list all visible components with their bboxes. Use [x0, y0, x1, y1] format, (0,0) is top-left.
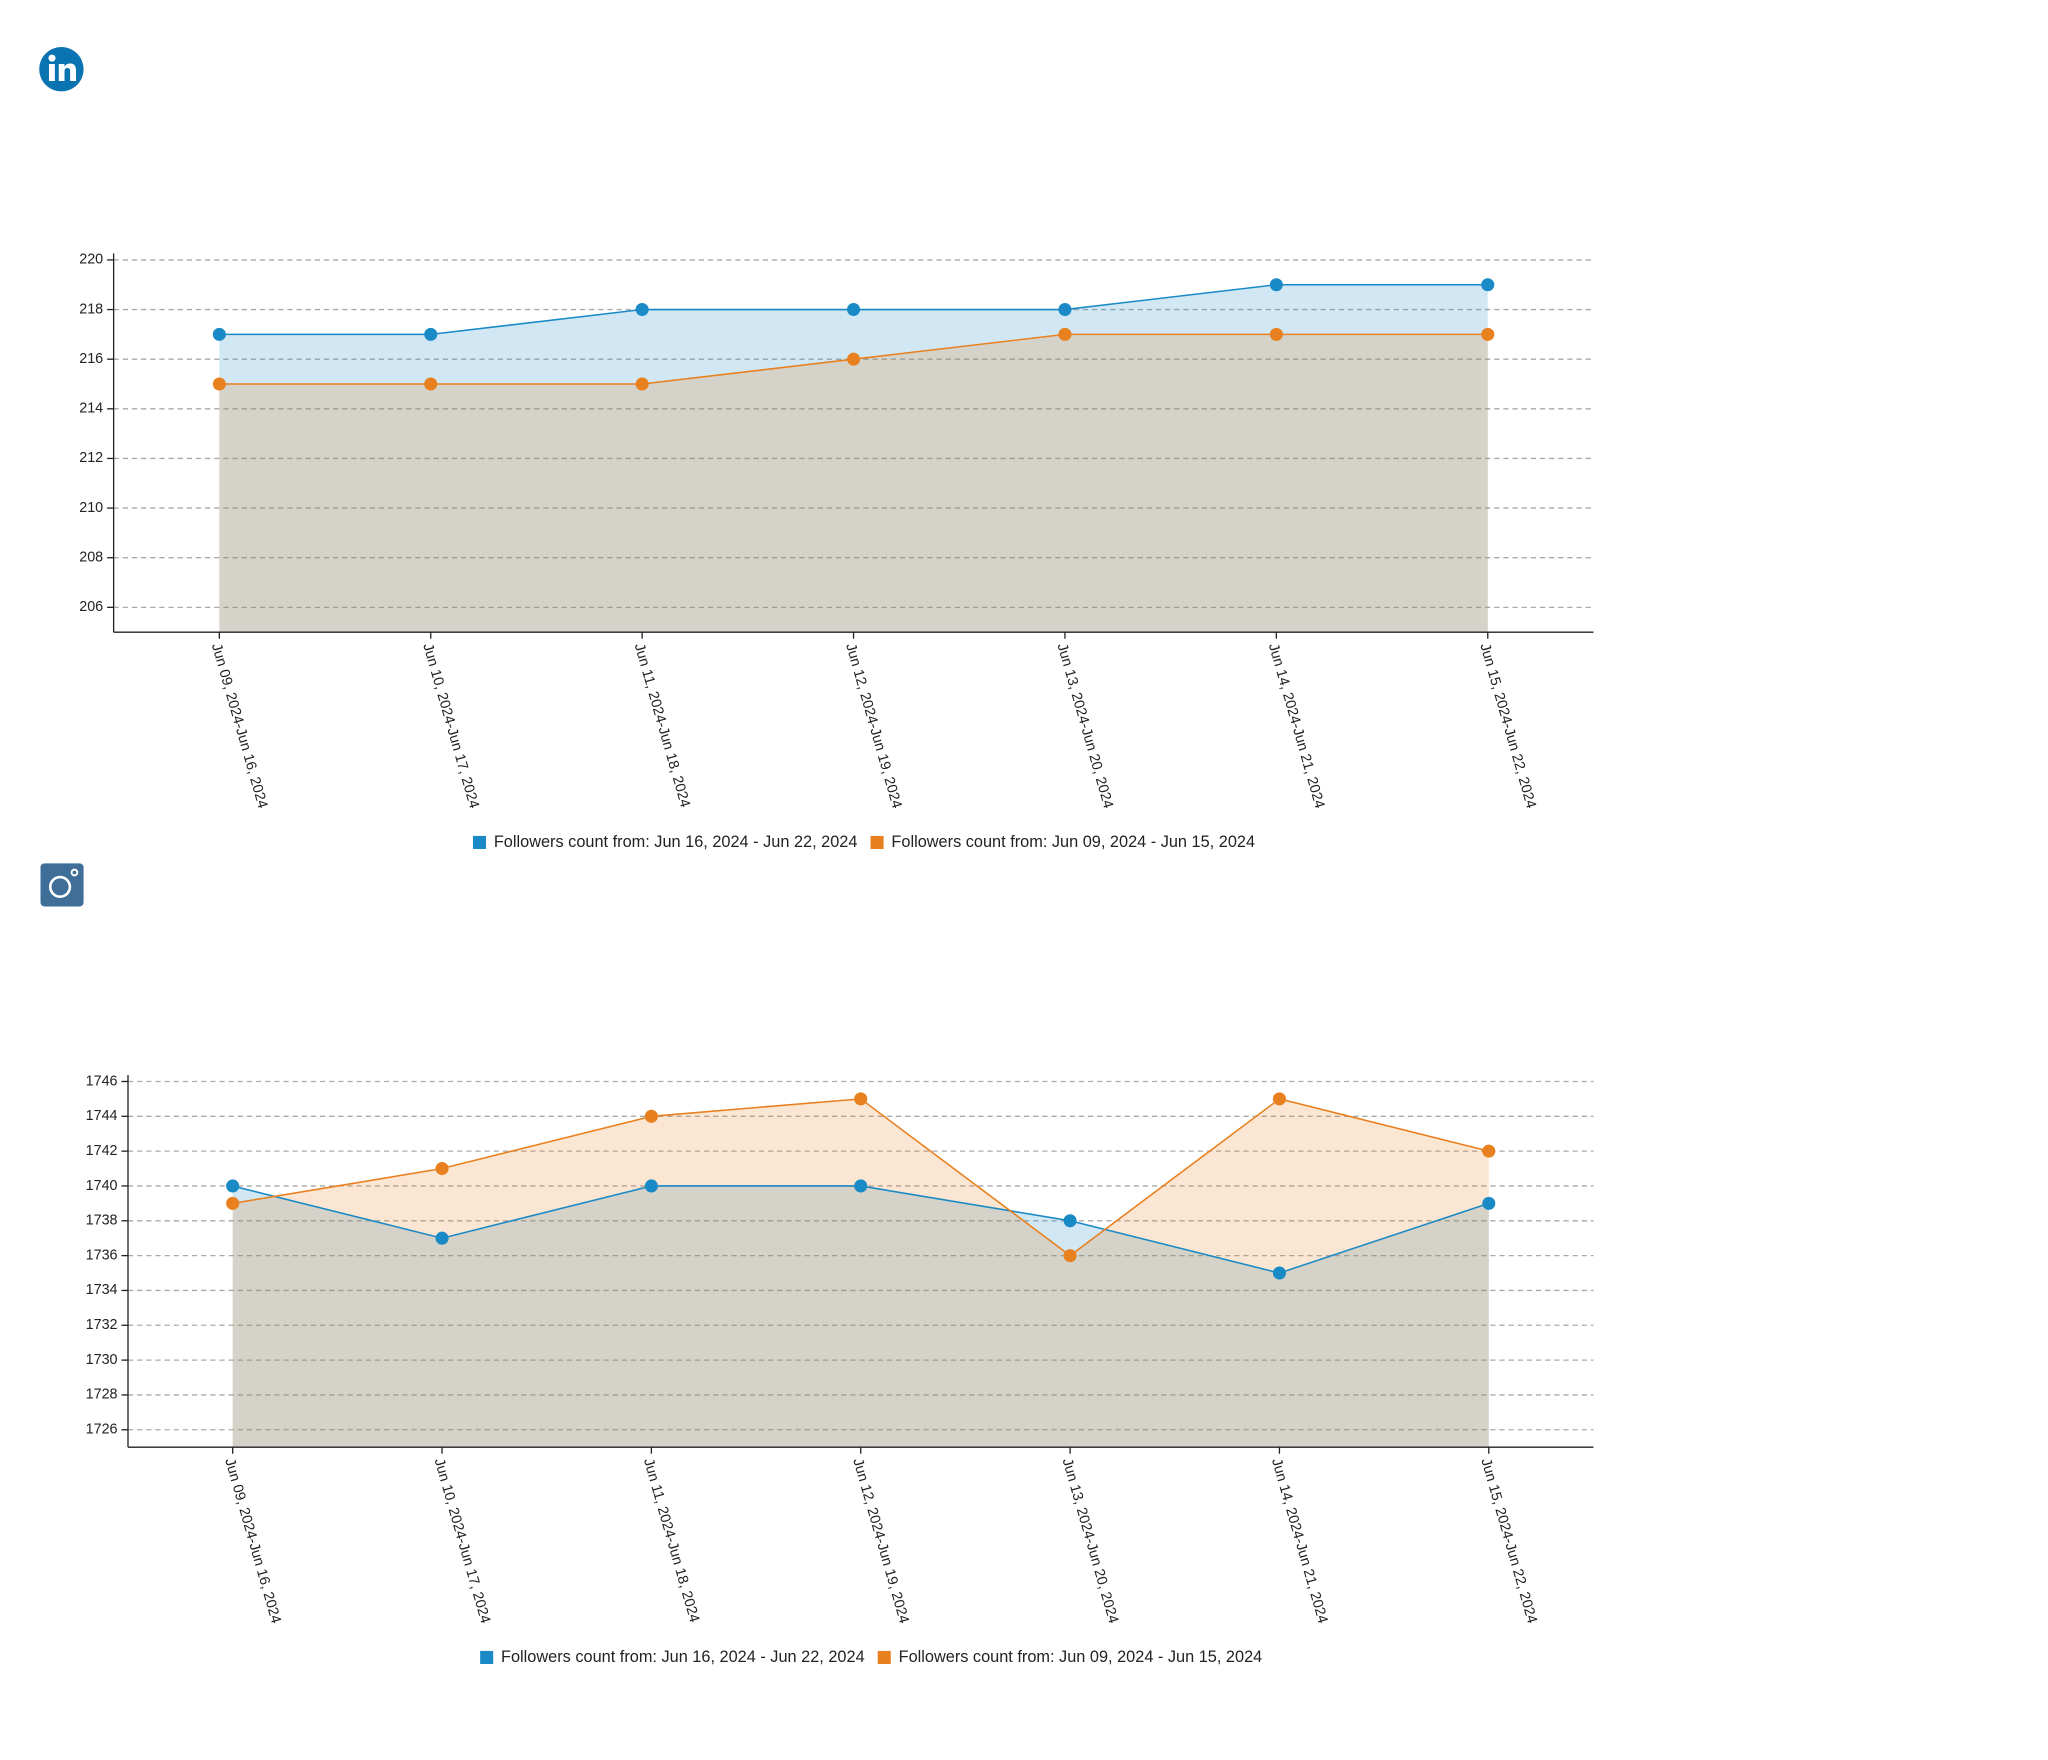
- legend-label: Followers count from: Jun 09, 2024 - Jun…: [891, 833, 1255, 851]
- y-tick-label: 1746: [86, 1073, 118, 1089]
- x-tick-label: Jun 11, 2024-Jun 18, 2024: [640, 1457, 702, 1625]
- y-tick-label: 216: [79, 351, 103, 367]
- x-tick-label: Jun 14, 2024-Jun 21, 2024: [1265, 642, 1327, 811]
- point: [1272, 1266, 1286, 1280]
- x-tick-label: Jun 10, 2024-Jun 17, 2024: [431, 1457, 493, 1626]
- x-tick-label: Jun 11, 2024-Jun 18, 2024: [631, 642, 693, 810]
- area: [219, 284, 1488, 633]
- point: [854, 1179, 868, 1193]
- y-tick-label: 220: [79, 252, 103, 268]
- point: [1481, 327, 1495, 341]
- y-tick-label: 1732: [86, 1317, 118, 1333]
- point: [1482, 1196, 1496, 1210]
- y-tick-label: 1734: [86, 1282, 118, 1298]
- y-tick-label: 1744: [86, 1108, 118, 1124]
- x-tick-label: Jun 09, 2024-Jun 16, 2024: [208, 642, 270, 811]
- y-tick-label: 218: [79, 301, 103, 317]
- point: [1063, 1214, 1077, 1228]
- y-tick-label: 1736: [86, 1247, 118, 1263]
- point: [424, 327, 438, 341]
- x-tick-label: Jun 15, 2024-Jun 22, 2024: [1476, 642, 1538, 811]
- y-tick-label: 206: [79, 599, 103, 615]
- legend-item: Followers count from: Jun 09, 2024 - Jun…: [877, 1648, 1263, 1666]
- point: [1272, 1092, 1286, 1106]
- point: [1063, 1249, 1077, 1263]
- legend-swatch: [877, 1650, 891, 1664]
- point: [854, 1092, 868, 1106]
- point: [1058, 303, 1072, 317]
- point: [635, 303, 649, 317]
- y-tick-label: 1726: [86, 1422, 118, 1438]
- y-tick-label: 1742: [86, 1143, 118, 1159]
- point: [1269, 327, 1283, 341]
- x-tick-label: Jun 15, 2024-Jun 22, 2024: [1477, 1457, 1539, 1626]
- legend-label: Followers count from: Jun 09, 2024 - Jun…: [899, 1648, 1263, 1666]
- point: [1482, 1144, 1496, 1158]
- legend-swatch: [480, 1650, 494, 1664]
- y-tick-label: 214: [79, 401, 103, 417]
- point: [635, 377, 649, 391]
- legend-item: Followers count from: Jun 16, 2024 - Jun…: [472, 833, 858, 851]
- x-tick-label: Jun 13, 2024-Jun 20, 2024: [1059, 1457, 1121, 1626]
- y-tick-label: 1740: [86, 1178, 118, 1194]
- point: [226, 1196, 240, 1210]
- y-tick-label: 1730: [86, 1352, 118, 1368]
- chart: 206 208 210 212 214 216 218 220 Jun 09, 2024-Jun…: [79, 252, 1594, 851]
- point: [644, 1109, 658, 1123]
- point: [226, 1179, 240, 1193]
- x-tick-label: Jun 12, 2024-Jun 19, 2024: [849, 1457, 911, 1626]
- instagram-icon: [40, 863, 84, 907]
- point: [424, 377, 438, 391]
- legend-item: Followers count from: Jun 09, 2024 - Jun…: [870, 833, 1255, 851]
- y-tick-label: 212: [79, 450, 103, 466]
- point: [435, 1231, 449, 1245]
- y-tick-label: 208: [79, 550, 103, 566]
- point: [1058, 327, 1072, 341]
- chart: 1726 1728 1730 1732 1734 1736 1738 1740 1742 1744…: [86, 1073, 1594, 1666]
- x-tick-label: Jun 10, 2024-Jun 17, 2024: [419, 642, 481, 811]
- area: [219, 334, 1488, 633]
- legend-label: Followers count from: Jun 16, 2024 - Jun…: [494, 833, 858, 851]
- linkedin-icon: [39, 47, 84, 92]
- point: [644, 1179, 658, 1193]
- x-tick-label: Jun 12, 2024-Jun 19, 2024: [842, 642, 904, 811]
- point: [847, 352, 861, 366]
- x-tick-label: Jun 09, 2024-Jun 16, 2024: [221, 1457, 283, 1626]
- x-tick-label: Jun 13, 2024-Jun 20, 2024: [1054, 642, 1116, 811]
- point: [212, 377, 226, 391]
- legend: Followers count from: Jun 16, 2024 - Jun…: [480, 1648, 1262, 1666]
- legend-label: Followers count from: Jun 16, 2024 - Jun…: [501, 1648, 865, 1666]
- area: [232, 1098, 1489, 1448]
- point: [1269, 278, 1283, 292]
- y-tick-label: 1728: [86, 1387, 118, 1403]
- legend-item: Followers count from: Jun 16, 2024 - Jun…: [480, 1648, 865, 1666]
- point: [847, 303, 861, 317]
- point: [435, 1162, 449, 1176]
- legend: Followers count from: Jun 16, 2024 - Jun…: [472, 833, 1255, 851]
- area: [232, 1185, 1489, 1448]
- point: [212, 327, 226, 341]
- x-tick-label: Jun 14, 2024-Jun 21, 2024: [1268, 1457, 1330, 1626]
- y-tick-label: 210: [79, 500, 103, 516]
- legend-swatch: [870, 835, 884, 849]
- y-tick-label: 1738: [86, 1213, 118, 1229]
- legend-swatch: [472, 835, 487, 849]
- point: [1481, 278, 1495, 292]
